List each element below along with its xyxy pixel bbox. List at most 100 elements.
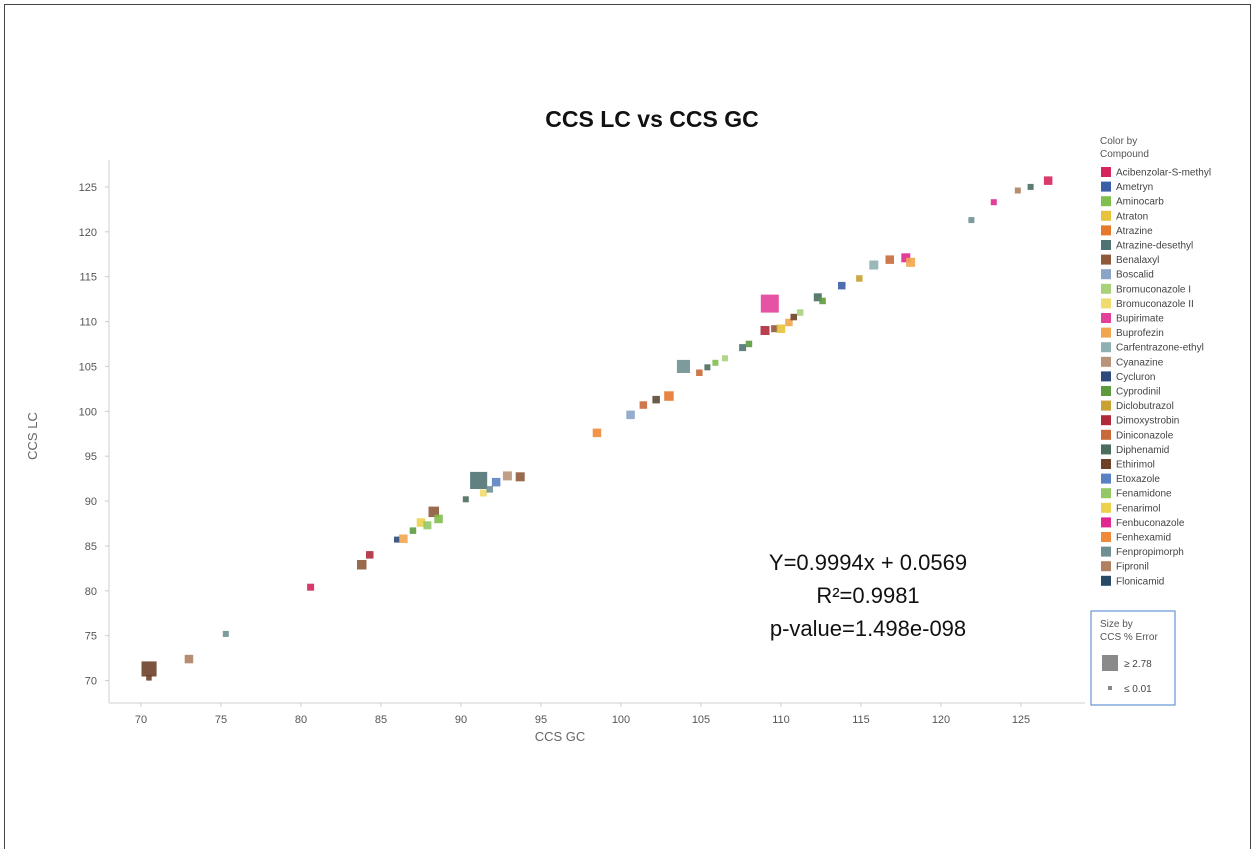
data-point bbox=[838, 281, 846, 290]
y-tick-label: 90 bbox=[85, 496, 97, 508]
size-legend-large-marker bbox=[1102, 655, 1118, 671]
legend-swatch bbox=[1101, 488, 1111, 499]
size-legend-title-line1: Size by bbox=[1100, 619, 1133, 630]
data-point bbox=[462, 496, 469, 503]
legend-swatch bbox=[1101, 444, 1111, 455]
legend-swatch bbox=[1101, 459, 1111, 469]
legend-entry-label: Buprofezin bbox=[1116, 328, 1164, 339]
data-point bbox=[1014, 187, 1021, 194]
legend-swatch bbox=[1101, 313, 1111, 323]
legend-entry-label: Etoxazole bbox=[1116, 474, 1160, 485]
data-point bbox=[423, 521, 432, 530]
legend-entry-label: Bromuconazole I bbox=[1116, 284, 1191, 295]
legend-entry-label: Fenarimol bbox=[1116, 503, 1160, 514]
legend-swatch bbox=[1101, 546, 1111, 557]
legend-entry-label: Ametryn bbox=[1116, 182, 1153, 193]
data-point bbox=[885, 255, 894, 264]
data-point bbox=[664, 391, 674, 401]
legend-entry-label: Diniconazole bbox=[1116, 430, 1174, 441]
data-point bbox=[1027, 183, 1034, 190]
data-point bbox=[819, 297, 826, 305]
data-point bbox=[366, 551, 374, 559]
data-point bbox=[790, 313, 797, 321]
y-tick-label: 70 bbox=[85, 676, 97, 688]
chart-title: CCS LC vs CCS GC bbox=[545, 106, 758, 132]
p-value: p-value=1.498e-098 bbox=[770, 616, 966, 641]
r-squared: R²=0.9981 bbox=[816, 583, 919, 608]
y-tick-label: 120 bbox=[79, 227, 97, 239]
data-point bbox=[491, 477, 501, 487]
legend-swatch bbox=[1101, 473, 1111, 484]
legend-entry-label: Bromuconazole II bbox=[1116, 299, 1194, 310]
legend-entry-label: Dimoxystrobin bbox=[1116, 416, 1179, 427]
data-point bbox=[502, 471, 512, 481]
size-legend-box bbox=[1090, 610, 1176, 706]
data-point bbox=[399, 534, 408, 543]
data-points bbox=[141, 176, 1053, 681]
legend-swatch bbox=[1101, 561, 1111, 572]
legend-entry-label: Atrazine-desethyl bbox=[1116, 241, 1193, 252]
size-legend-large-label: ≥ 2.78 bbox=[1124, 659, 1152, 670]
x-tick-label: 115 bbox=[852, 714, 870, 726]
data-point bbox=[906, 257, 916, 267]
x-axis-label: CCS GC bbox=[535, 729, 586, 744]
legend-entry-label: Diphenamid bbox=[1116, 445, 1169, 456]
legend-swatch bbox=[1101, 298, 1111, 309]
data-point bbox=[515, 472, 525, 482]
x-tick-label: 100 bbox=[612, 714, 630, 726]
legend-entry-label: Fenpropimorph bbox=[1116, 547, 1184, 558]
x-tick-label: 125 bbox=[1012, 714, 1030, 726]
legend-swatch bbox=[1101, 240, 1111, 250]
data-point bbox=[813, 293, 822, 302]
x-tick-label: 80 bbox=[295, 714, 307, 726]
color-legend-title-line2: Compound bbox=[1100, 149, 1149, 160]
data-point bbox=[307, 583, 315, 591]
legend-swatch bbox=[1101, 415, 1111, 426]
size-legend: Size by CCS % Error ≥ 2.78 ≤ 0.01 bbox=[1090, 610, 1176, 706]
data-point bbox=[869, 260, 879, 270]
size-legend-small-marker bbox=[1108, 686, 1112, 690]
legend-entry-label: Fenamidone bbox=[1116, 489, 1172, 500]
legend-swatch bbox=[1101, 167, 1111, 177]
legend-swatch bbox=[1101, 371, 1111, 382]
data-point bbox=[712, 359, 719, 366]
y-tick-label: 115 bbox=[79, 272, 97, 284]
legend-swatch bbox=[1101, 283, 1111, 294]
data-point bbox=[1043, 176, 1053, 185]
y-tick-labels: 70 75 80 85 90 95 100 105 110 115 120 125 bbox=[79, 182, 109, 688]
data-point bbox=[486, 486, 493, 493]
regression-annotation: Y=0.9994x + 0.0569 R²=0.9981 p-value=1.4… bbox=[769, 550, 967, 641]
data-point bbox=[739, 344, 747, 352]
legend-swatch bbox=[1101, 575, 1111, 586]
data-point bbox=[652, 395, 660, 404]
y-tick-label: 110 bbox=[79, 317, 97, 329]
data-point bbox=[676, 359, 690, 373]
y-tick-label: 80 bbox=[85, 586, 97, 598]
data-point bbox=[222, 630, 229, 637]
data-point bbox=[141, 661, 157, 677]
data-point bbox=[184, 654, 194, 664]
data-point bbox=[639, 401, 648, 409]
data-point bbox=[760, 294, 779, 313]
y-tick-label: 125 bbox=[79, 182, 97, 194]
legend-swatch bbox=[1101, 210, 1111, 221]
legend-entry-label: Benalaxyl bbox=[1116, 255, 1159, 266]
x-tick-label: 110 bbox=[772, 714, 790, 726]
legend-entry-label: Acibenzolar-S-methyl bbox=[1116, 168, 1211, 179]
data-point bbox=[760, 326, 770, 335]
legend-entry-label: Carfentrazone-ethyl bbox=[1116, 343, 1204, 354]
legend-swatch bbox=[1101, 386, 1111, 396]
y-tick-label: 95 bbox=[85, 451, 97, 463]
legend-entry-label: Aminocarb bbox=[1116, 197, 1164, 208]
size-legend-title-line2: CCS % Error bbox=[1100, 632, 1158, 643]
data-point bbox=[704, 364, 711, 371]
size-legend-small-label: ≤ 0.01 bbox=[1124, 684, 1152, 695]
axes bbox=[108, 160, 1085, 704]
legend-swatch bbox=[1101, 517, 1111, 528]
data-point bbox=[796, 309, 804, 316]
legend-entry-label: Atrazine bbox=[1116, 226, 1153, 237]
data-point bbox=[968, 217, 975, 224]
y-tick-label: 75 bbox=[85, 631, 97, 643]
legend-swatch bbox=[1101, 532, 1111, 542]
color-legend: Color by Compound Acibenzolar-S-methyl Am… bbox=[1100, 136, 1211, 587]
